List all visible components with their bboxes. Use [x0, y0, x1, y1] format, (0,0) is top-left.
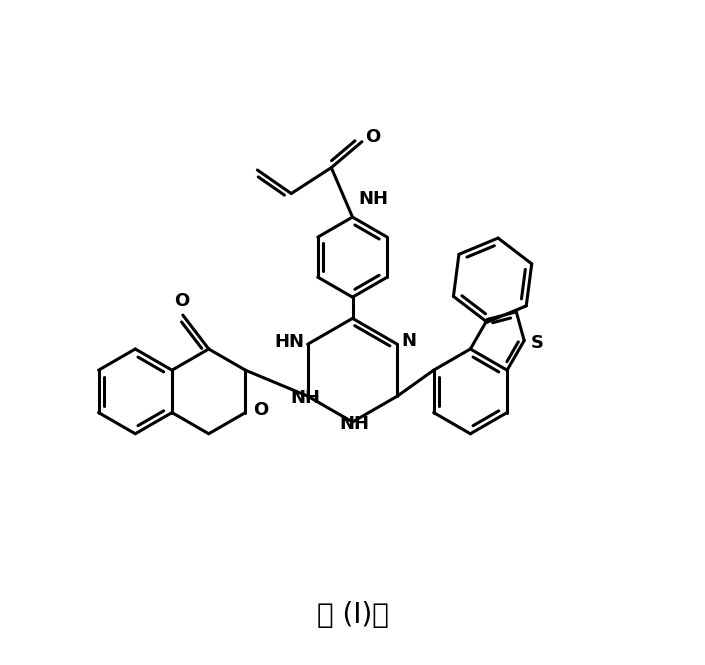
Text: N: N	[402, 332, 417, 350]
Text: 式 (I)。: 式 (I)。	[317, 601, 388, 629]
Text: O: O	[174, 292, 190, 310]
Text: HN: HN	[275, 333, 305, 351]
Text: O: O	[253, 401, 268, 419]
Text: NH: NH	[359, 190, 388, 208]
Text: NH: NH	[340, 416, 370, 434]
Text: NH: NH	[290, 390, 320, 408]
Text: S: S	[531, 334, 544, 352]
Text: O: O	[364, 128, 380, 146]
